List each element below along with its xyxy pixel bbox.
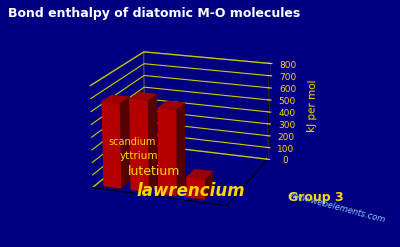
Text: Bond enthalpy of diatomic M-O molecules: Bond enthalpy of diatomic M-O molecules: [8, 7, 300, 21]
Text: Group 3: Group 3: [288, 191, 344, 204]
Text: lutetium: lutetium: [128, 165, 180, 178]
Text: www.webelements.com: www.webelements.com: [288, 190, 386, 224]
Text: lawrencium: lawrencium: [136, 183, 245, 200]
Text: yttrium: yttrium: [120, 151, 158, 161]
Text: scandium: scandium: [108, 137, 155, 147]
